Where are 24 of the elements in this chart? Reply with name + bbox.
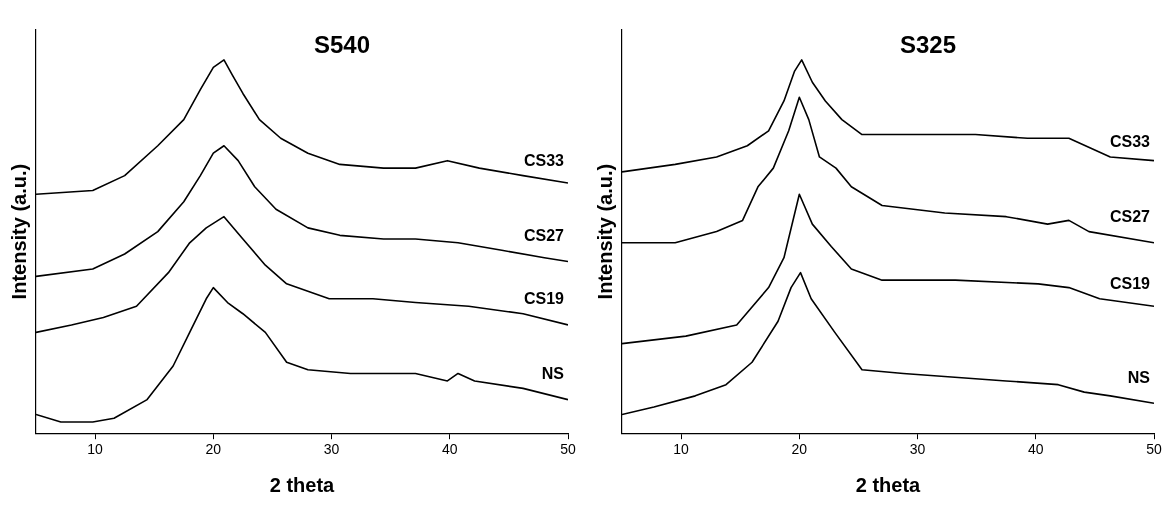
series-label: CS33 (523, 152, 565, 170)
chart-title: S325 (899, 30, 957, 58)
x-tick-label: 50 (1146, 441, 1162, 458)
x-axis-title: 2 theta (855, 473, 922, 496)
y-axis-title: Intensity (a.u.) (593, 163, 616, 300)
x-tick-label: 10 (673, 441, 690, 458)
series-label: CS19 (1109, 275, 1151, 293)
x-tick-label: 40 (441, 441, 458, 458)
series-label: CS27 (1109, 208, 1151, 226)
x-tick-label: 30 (909, 441, 926, 458)
x-tick-label: 40 (1027, 441, 1044, 458)
x-axis-title: 2 theta (269, 473, 336, 496)
series-label: CS27 (523, 226, 565, 244)
x-tick-label: 20 (791, 441, 808, 458)
x-tick-label: 10 (87, 441, 104, 458)
series-label: NS (541, 364, 565, 382)
series-label: NS (1127, 368, 1151, 386)
chart-title: S540 (313, 30, 371, 58)
x-tick-label: 20 (205, 441, 222, 458)
y-axis-title: Intensity (a.u.) (7, 163, 30, 300)
series-label: CS19 (523, 290, 565, 308)
x-tick-label: 50 (560, 441, 576, 458)
series-label: CS33 (1109, 133, 1151, 151)
x-tick-label: 30 (323, 441, 340, 458)
